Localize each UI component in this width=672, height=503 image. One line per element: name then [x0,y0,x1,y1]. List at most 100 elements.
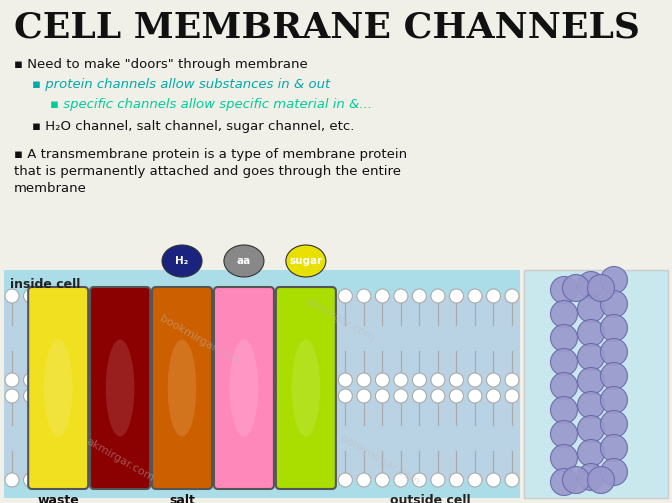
Circle shape [190,473,204,487]
Circle shape [320,289,334,303]
Circle shape [394,373,408,387]
Circle shape [264,473,278,487]
Circle shape [376,373,389,387]
Circle shape [468,389,482,403]
Circle shape [450,389,464,403]
Text: ▪ H₂O channel, salt channel, sugar channel, etc.: ▪ H₂O channel, salt channel, sugar chann… [32,120,354,133]
Circle shape [5,289,19,303]
Circle shape [116,389,130,403]
Circle shape [577,391,605,418]
Circle shape [468,373,482,387]
Circle shape [577,440,605,466]
Circle shape [5,389,19,403]
Circle shape [301,289,315,303]
Circle shape [601,363,628,389]
Circle shape [153,389,167,403]
Circle shape [116,373,130,387]
Circle shape [190,373,204,387]
FancyBboxPatch shape [276,287,336,489]
Circle shape [42,289,56,303]
Text: bookmirgar.com: bookmirgar.com [159,313,242,367]
Circle shape [376,389,389,403]
Circle shape [601,410,628,438]
Circle shape [5,373,19,387]
Circle shape [505,473,519,487]
Circle shape [264,373,278,387]
Circle shape [577,463,605,490]
Circle shape [283,389,297,403]
Circle shape [550,445,577,471]
Circle shape [134,373,149,387]
Circle shape [116,473,130,487]
Circle shape [171,473,185,487]
Circle shape [450,473,464,487]
Circle shape [413,389,427,403]
Circle shape [550,324,577,352]
FancyBboxPatch shape [152,287,212,489]
Circle shape [431,289,445,303]
Circle shape [24,373,38,387]
Circle shape [42,373,56,387]
Circle shape [550,468,577,495]
Circle shape [24,473,38,487]
Bar [4,296,520,480]
Circle shape [246,373,260,387]
Circle shape [394,473,408,487]
FancyBboxPatch shape [28,287,88,489]
Circle shape [24,389,38,403]
Circle shape [550,300,577,327]
Circle shape [153,373,167,387]
Circle shape [487,389,501,403]
Circle shape [601,386,628,413]
Circle shape [134,389,149,403]
Circle shape [376,473,389,487]
Circle shape [562,466,589,493]
Text: bookmirgar.com: bookmirgar.com [339,433,421,487]
Circle shape [338,373,352,387]
Circle shape [587,466,614,493]
Text: ▪ specific channels allow specific material in &...: ▪ specific channels allow specific mater… [50,98,372,111]
Circle shape [413,289,427,303]
Circle shape [431,373,445,387]
Circle shape [550,373,577,399]
Circle shape [562,275,589,301]
Circle shape [376,289,389,303]
Circle shape [209,289,222,303]
Bar [4,270,520,498]
Circle shape [60,473,75,487]
Circle shape [246,389,260,403]
Circle shape [79,373,93,387]
Ellipse shape [44,340,73,437]
Circle shape [283,473,297,487]
Circle shape [577,319,605,347]
Text: aa: aa [237,256,251,266]
Circle shape [190,389,204,403]
Circle shape [357,389,371,403]
Circle shape [550,277,577,303]
Circle shape [209,389,222,403]
Circle shape [97,389,112,403]
Circle shape [601,291,628,317]
Circle shape [487,373,501,387]
Circle shape [97,289,112,303]
Circle shape [79,289,93,303]
Circle shape [587,275,614,301]
Circle shape [550,349,577,376]
Ellipse shape [162,245,202,277]
Circle shape [60,289,75,303]
Text: H₂: H₂ [175,256,189,266]
Circle shape [357,289,371,303]
Circle shape [487,473,501,487]
Text: akmirgar.com: akmirgar.com [84,437,156,483]
Text: sugar: sugar [289,256,323,266]
Circle shape [209,373,222,387]
Circle shape [60,373,75,387]
Circle shape [577,272,605,298]
Circle shape [301,473,315,487]
Circle shape [338,289,352,303]
Circle shape [227,373,241,387]
Circle shape [97,373,112,387]
Circle shape [5,473,19,487]
Circle shape [42,473,56,487]
Bar [524,270,668,498]
